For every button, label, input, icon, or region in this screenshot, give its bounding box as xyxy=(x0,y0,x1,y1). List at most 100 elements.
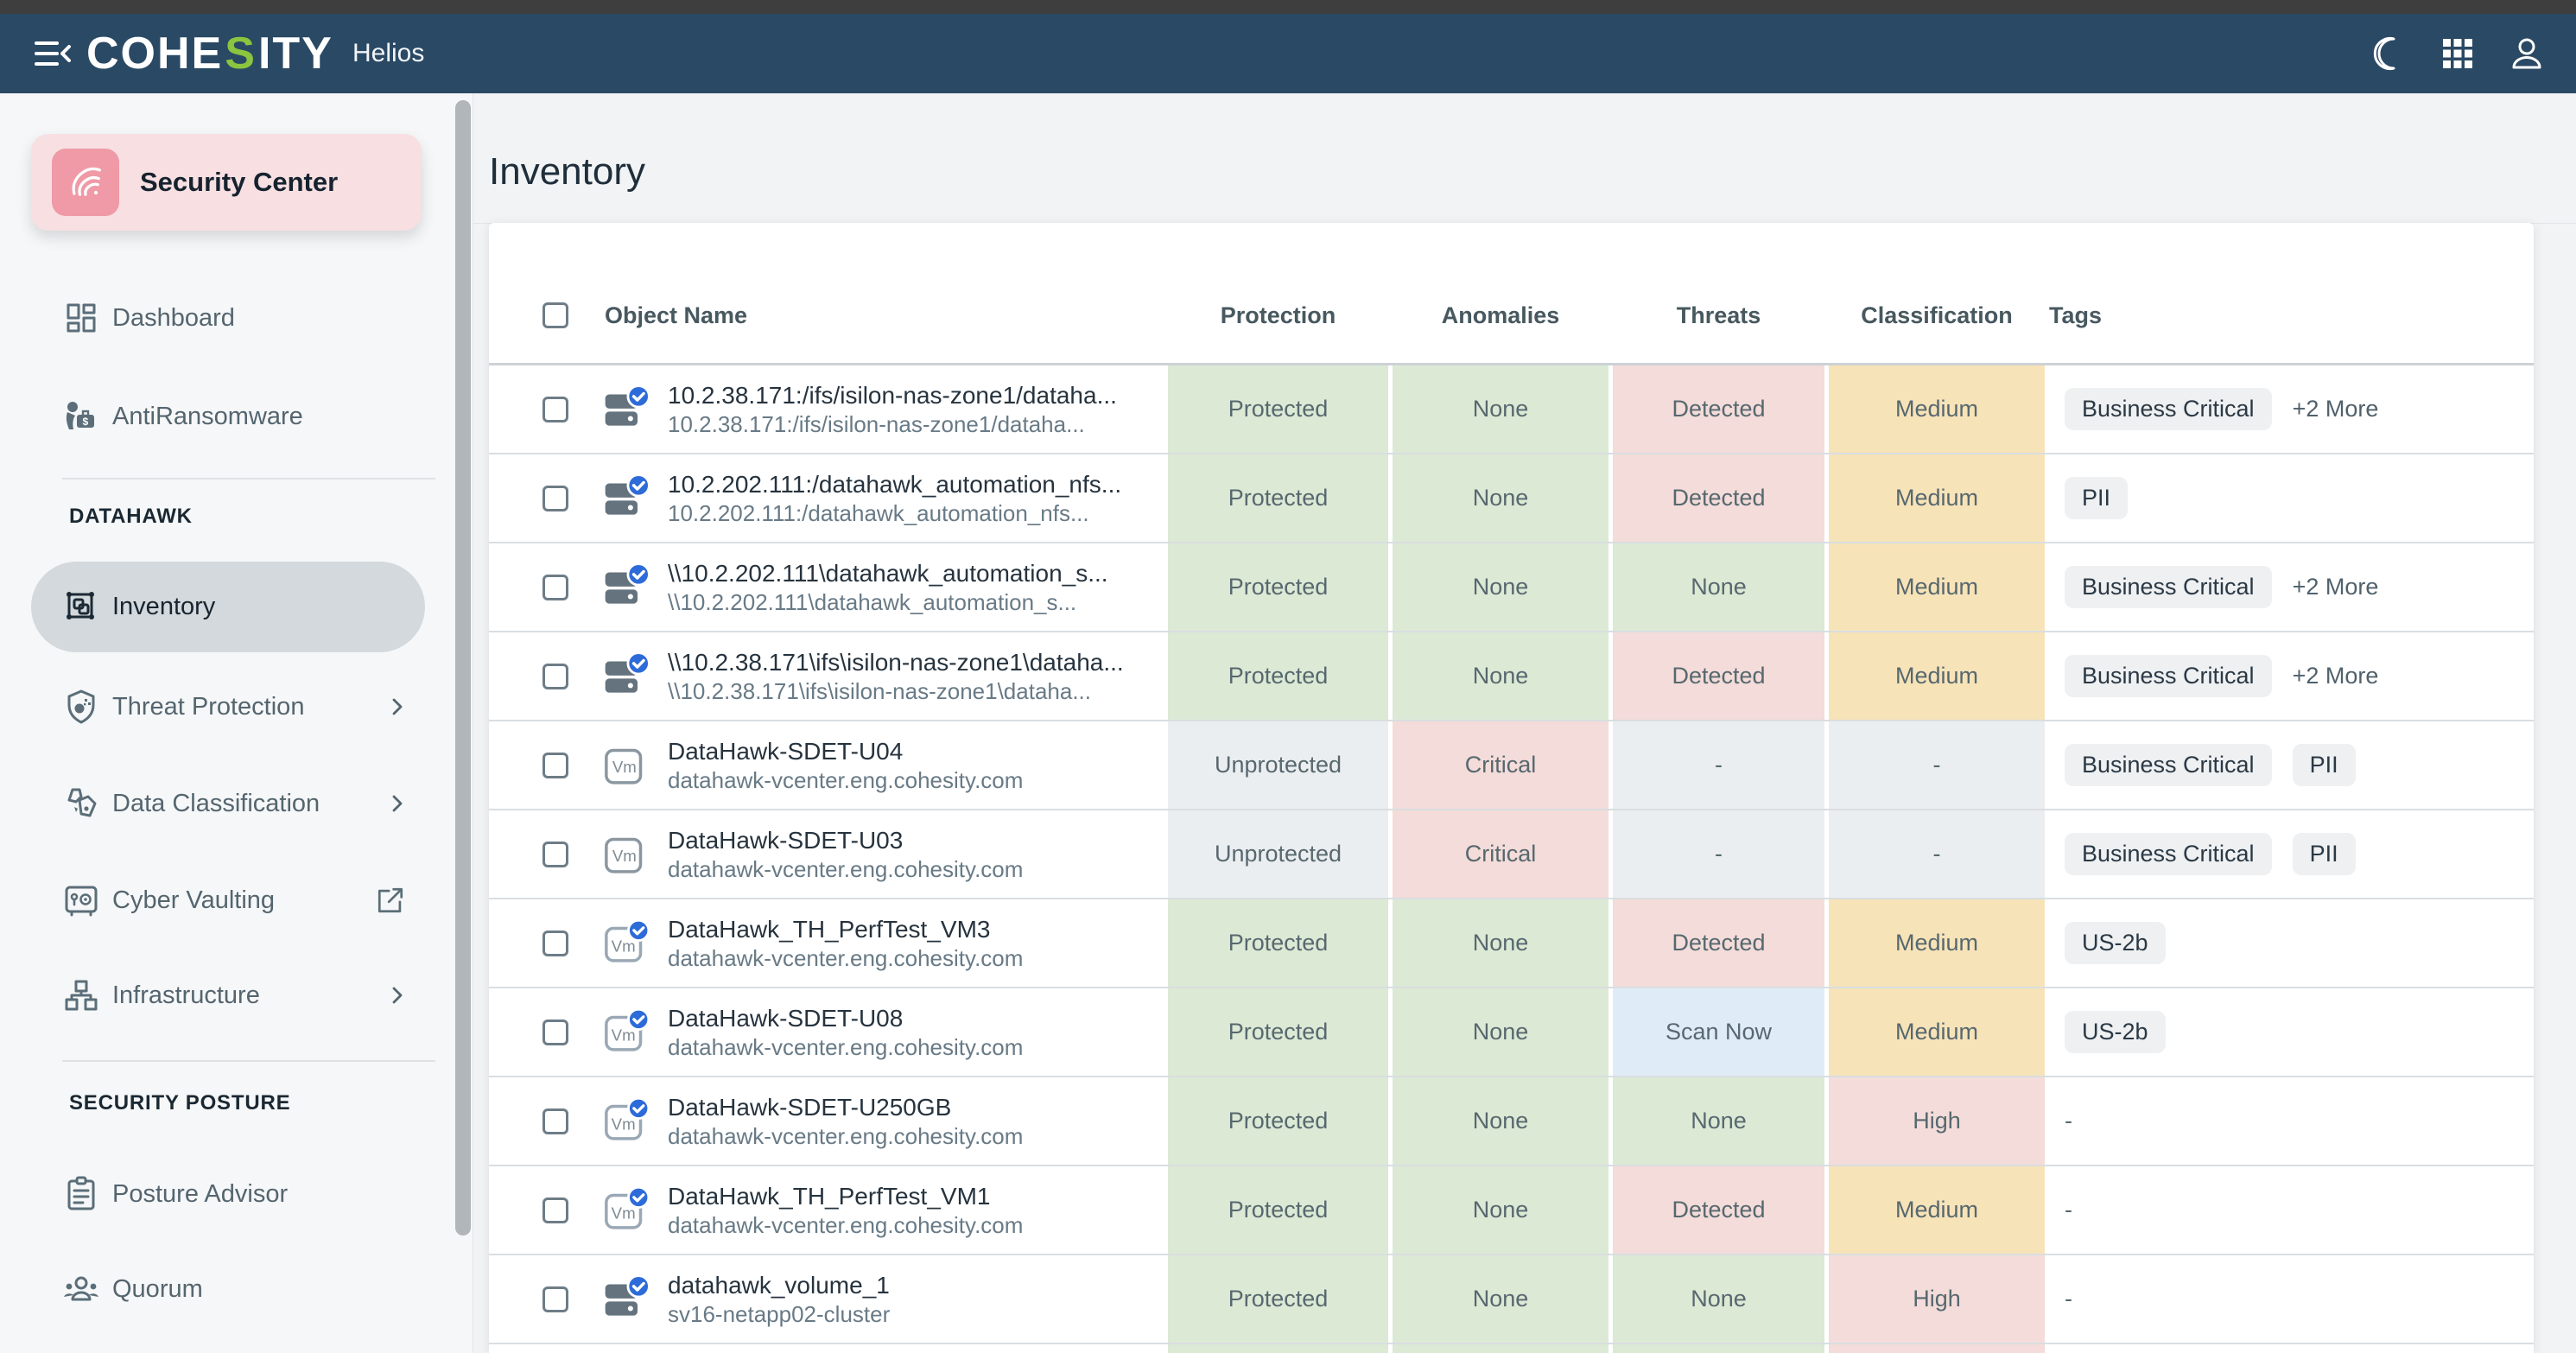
tags-more[interactable]: +2 More xyxy=(2293,574,2379,600)
object-name[interactable]: DataHawk-SDET-U08 xyxy=(668,1003,1023,1033)
object-source: datahawk-vcenter.eng.cohesity.com xyxy=(668,1122,1023,1151)
table-row: DataHawk_TH_PerfTest_VM3datahawk-vcenter… xyxy=(489,899,2534,988)
object-name[interactable]: 10.2.38.171:/ifs/isilon-nas-zone1/dataha… xyxy=(668,380,1117,410)
page-title: Inventory xyxy=(489,150,645,194)
object-source: datahawk-vcenter.eng.cohesity.com xyxy=(668,1211,1023,1240)
protection-status: Unprotected xyxy=(1168,810,1388,898)
table-row: DataHawk-SDET-U08datahawk-vcenter.eng.co… xyxy=(489,988,2534,1077)
tag-chip[interactable]: US-2b xyxy=(2065,1011,2166,1053)
table-row: datahawk_volume_1sv16-netapp02-cluster P… xyxy=(489,1255,2534,1344)
sidebar-item-threat-protection[interactable]: Threat Protection xyxy=(0,679,449,734)
table-header-row: Object Name Protection Anomalies Threats… xyxy=(489,223,2534,365)
classification-status: High xyxy=(1829,1077,2045,1165)
object-name[interactable]: DataHawk-SDET-U04 xyxy=(668,736,1023,766)
protection-status: Unprotected xyxy=(1168,721,1388,809)
threats-status: None xyxy=(1613,1344,1824,1353)
nas-object-icon xyxy=(601,1275,650,1324)
protection-status: Protected xyxy=(1168,1166,1388,1254)
table-row: Protected None None High xyxy=(489,1344,2534,1353)
object-name[interactable]: DataHawk-SDET-U250GB xyxy=(668,1092,1023,1122)
object-name[interactable]: \\10.2.38.171\ifs\isilon-nas-zone1\datah… xyxy=(668,647,1124,677)
select-all-checkbox[interactable] xyxy=(542,302,568,328)
sidebar-item-antiransomware[interactable]: $ AntiRansomware xyxy=(0,389,449,444)
chevron-right-icon xyxy=(387,793,408,814)
row-checkbox[interactable] xyxy=(542,842,568,867)
tag-chip[interactable]: Business Critical xyxy=(2065,833,2272,875)
column-header-protection[interactable]: Protection xyxy=(1168,270,1388,360)
vm-protected-object-icon xyxy=(601,1008,650,1057)
tag-chip[interactable]: Business Critical xyxy=(2065,566,2272,608)
sidebar-item-label: Dashboard xyxy=(112,290,235,346)
row-checkbox[interactable] xyxy=(542,753,568,778)
sidebar-item-dashboard[interactable]: Dashboard xyxy=(0,290,449,346)
row-checkbox[interactable] xyxy=(542,1108,568,1134)
object-name[interactable]: DataHawk-SDET-U03 xyxy=(668,825,1023,855)
tag-chip[interactable]: Business Critical xyxy=(2065,744,2272,786)
app-switcher-grid-icon[interactable] xyxy=(2439,35,2477,73)
sidebar-item-quorum[interactable]: Quorum xyxy=(0,1261,449,1317)
sidebar-item-posture-advisor[interactable]: Posture Advisor xyxy=(0,1166,449,1222)
threats-status: - xyxy=(1613,721,1824,809)
sidebar-section-datahawk: DATAHAWK xyxy=(69,505,193,529)
protection-status: Protected xyxy=(1168,899,1388,987)
sidebar-item-inventory[interactable]: Inventory xyxy=(0,579,449,634)
tag-chip[interactable]: PII xyxy=(2065,477,2128,519)
tag-chip[interactable]: Business Critical xyxy=(2065,388,2272,430)
row-checkbox[interactable] xyxy=(542,1020,568,1045)
column-header-anomalies[interactable]: Anomalies xyxy=(1393,270,1608,360)
sidebar-item-infrastructure[interactable]: Infrastructure xyxy=(0,968,449,1023)
vm-protected-object-icon xyxy=(601,1186,650,1235)
fingerprint-icon xyxy=(52,149,119,216)
app-card-label: Security Center xyxy=(140,134,338,231)
sidebar-item-cyber-vaulting[interactable]: Cyber Vaulting xyxy=(0,873,449,928)
object-name[interactable]: DataHawk_TH_PerfTest_VM1 xyxy=(668,1181,1023,1211)
tag-chip[interactable]: Business Critical xyxy=(2065,655,2272,697)
tags-more[interactable]: +2 More xyxy=(2293,663,2379,689)
threats-scan-now-action[interactable]: Scan Now xyxy=(1613,988,1824,1076)
dashboard-icon xyxy=(62,299,100,337)
top-navigation-bar: COHESITY Helios xyxy=(0,14,2576,93)
anomalies-status: None xyxy=(1393,1166,1608,1254)
inventory-table-card: Object Name Protection Anomalies Threats… xyxy=(489,223,2534,1353)
tag-chip[interactable]: PII xyxy=(2293,833,2356,875)
app-window: COHESITY Helios xyxy=(0,0,2576,1353)
tag-chip[interactable]: US-2b xyxy=(2065,922,2166,964)
column-header-tags[interactable]: Tags xyxy=(2049,270,2102,360)
anomalies-status: Critical xyxy=(1393,721,1608,809)
row-checkbox[interactable] xyxy=(542,575,568,600)
object-name[interactable]: datahawk_volume_1 xyxy=(668,1270,890,1300)
row-checkbox[interactable] xyxy=(542,664,568,689)
sidebar-item-data-classification[interactable]: Data Classification xyxy=(0,776,449,831)
column-header-object-name[interactable]: Object Name xyxy=(605,270,747,360)
row-checkbox[interactable] xyxy=(542,1197,568,1223)
dark-mode-moon-icon[interactable] xyxy=(2368,35,2406,73)
app-switch-security-center[interactable]: Security Center xyxy=(31,134,422,231)
classification-status: Medium xyxy=(1829,365,2045,453)
sidebar-scrollbar[interactable] xyxy=(455,100,471,1235)
tags-more[interactable]: +2 More xyxy=(2293,396,2379,422)
sidebar-item-label: Data Classification xyxy=(112,776,320,831)
row-checkbox[interactable] xyxy=(542,486,568,511)
threat-protection-icon xyxy=(62,688,100,726)
vm-object-icon xyxy=(601,741,650,790)
main-content: Inventory Object Name Protection Anomali… xyxy=(473,93,2576,1353)
product-name: Helios xyxy=(352,14,424,93)
sidebar-item-label: Threat Protection xyxy=(112,679,304,734)
cohesity-logo[interactable]: COHESITY xyxy=(86,14,333,93)
user-account-icon[interactable] xyxy=(2508,35,2546,73)
object-name[interactable]: DataHawk_TH_PerfTest_VM3 xyxy=(668,914,1023,944)
object-name[interactable]: \\10.2.202.111\datahawk_automation_s... xyxy=(668,558,1108,588)
anomalies-status: None xyxy=(1393,988,1608,1076)
nas-object-icon xyxy=(601,652,650,701)
column-header-threats[interactable]: Threats xyxy=(1613,270,1824,360)
object-name[interactable]: 10.2.202.111:/datahawk_automation_nfs... xyxy=(668,469,1121,499)
row-checkbox[interactable] xyxy=(542,931,568,956)
column-header-classification[interactable]: Classification xyxy=(1829,270,2045,360)
tag-chip[interactable]: PII xyxy=(2293,744,2356,786)
table-row: 10.2.38.171:/ifs/isilon-nas-zone1/dataha… xyxy=(489,365,2534,454)
collapse-sidebar-icon[interactable] xyxy=(31,36,73,71)
row-checkbox[interactable] xyxy=(542,1286,568,1312)
row-checkbox[interactable] xyxy=(542,397,568,422)
object-source: datahawk-vcenter.eng.cohesity.com xyxy=(668,855,1023,884)
anomalies-status: None xyxy=(1393,1344,1608,1353)
